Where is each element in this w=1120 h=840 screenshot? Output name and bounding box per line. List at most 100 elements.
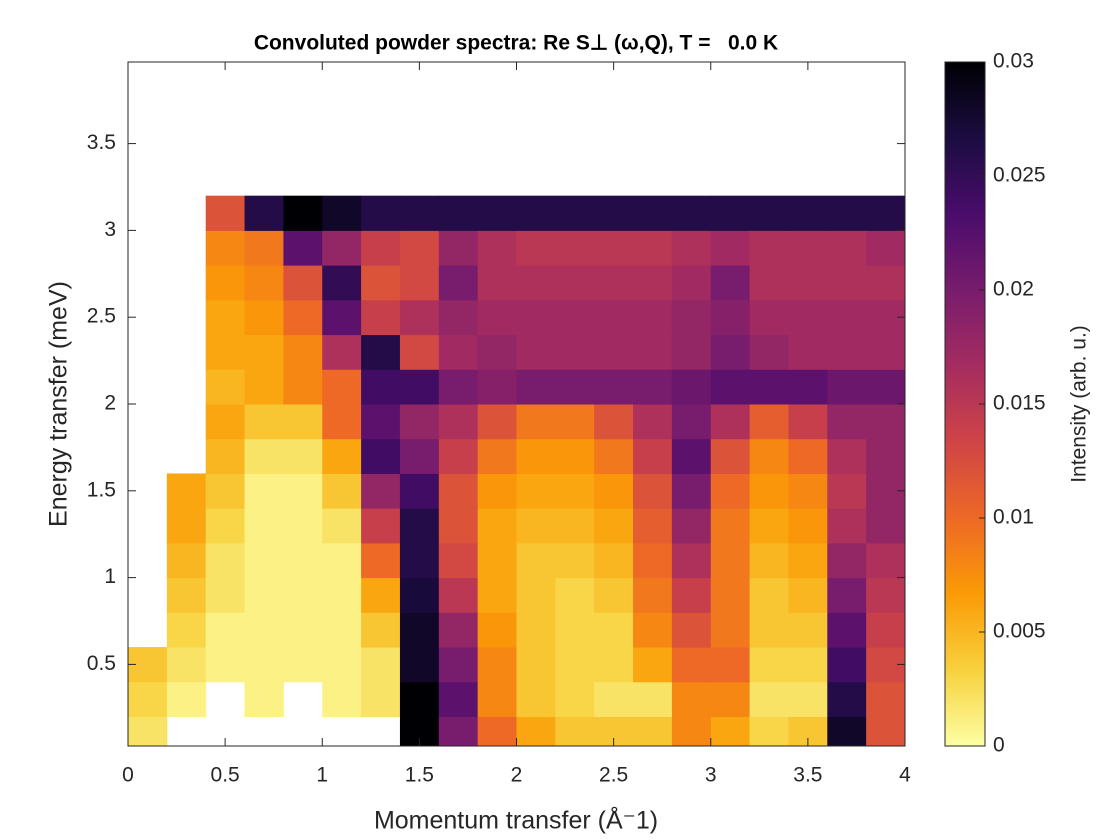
heatmap-cell xyxy=(594,230,634,266)
heatmap-cell xyxy=(399,299,440,336)
heatmap-cell xyxy=(866,195,905,231)
heatmap-cell xyxy=(244,299,284,336)
heatmap-cell xyxy=(399,473,440,509)
x-tick-label: 2 xyxy=(511,764,523,787)
heatmap-cell xyxy=(710,299,751,336)
heatmap-cell xyxy=(361,438,401,474)
heatmap-cell xyxy=(205,369,246,405)
heatmap-cell xyxy=(438,334,479,370)
heatmap-cell xyxy=(671,473,712,509)
heatmap-cell xyxy=(866,369,905,405)
heatmap-cell xyxy=(594,299,634,336)
heatmap-cell xyxy=(128,716,168,746)
heatmap-cell xyxy=(671,299,712,336)
heatmap-cell xyxy=(322,508,362,544)
heatmap-cell xyxy=(322,195,362,231)
heatmap-cell xyxy=(827,334,867,370)
heatmap-cell xyxy=(671,612,712,648)
heatmap-cell xyxy=(516,299,556,336)
heatmap-cell xyxy=(827,230,867,266)
heatmap-cell xyxy=(633,577,673,613)
heatmap-cell xyxy=(788,334,828,370)
y-tick-label: 1.5 xyxy=(87,478,116,501)
heatmap-cell xyxy=(244,369,284,405)
heatmap-cell xyxy=(438,577,479,613)
heatmap-cell xyxy=(749,369,789,405)
heatmap-cell xyxy=(361,647,401,683)
heatmap-cell xyxy=(671,577,712,613)
heatmap-cell xyxy=(555,473,595,509)
heatmap-cell xyxy=(477,265,517,301)
heatmap-cell xyxy=(322,369,362,405)
heatmap-cell xyxy=(866,438,905,474)
heatmap-cell xyxy=(749,404,789,440)
heatmap-cell xyxy=(788,542,828,579)
heatmap-cell xyxy=(710,681,751,717)
x-tick-label: 3.5 xyxy=(793,764,822,787)
heatmap-cell xyxy=(166,647,207,683)
heatmap-cell xyxy=(749,612,789,648)
x-tick-label: 1.5 xyxy=(405,764,434,787)
heatmap-cell xyxy=(710,473,751,509)
heatmap-cell xyxy=(283,369,323,405)
heatmap-cell xyxy=(749,195,789,231)
heatmap-cell xyxy=(827,265,867,301)
heatmap-cell xyxy=(166,612,207,648)
heatmap-cell xyxy=(477,612,517,648)
colorbar-tick-label: 0.02 xyxy=(993,278,1034,301)
heatmap-cell xyxy=(749,265,789,301)
heatmap-cell xyxy=(827,647,867,683)
heatmap-cell xyxy=(283,230,323,266)
heatmap-cell xyxy=(555,647,595,683)
heatmap-cell xyxy=(322,681,362,717)
heatmap-cell xyxy=(671,230,712,266)
heatmap-cell xyxy=(166,542,207,579)
heatmap-cell xyxy=(594,404,634,440)
heatmap-cell xyxy=(633,681,673,717)
heatmap-cell xyxy=(633,647,673,683)
heatmap-cell xyxy=(399,612,440,648)
heatmap-cell xyxy=(477,577,517,613)
heatmap-cell xyxy=(283,612,323,648)
heatmap-cell xyxy=(788,438,828,474)
heatmap-cell xyxy=(671,334,712,370)
heatmap-cell xyxy=(438,369,479,405)
heatmap-cell xyxy=(244,681,284,717)
x-tick-label: 2.5 xyxy=(599,764,628,787)
heatmap-cell xyxy=(477,681,517,717)
heatmap-cell xyxy=(827,542,867,579)
heatmap-cell xyxy=(866,230,905,266)
heatmap-cell xyxy=(166,681,207,717)
heatmap-cell xyxy=(555,404,595,440)
heatmap-cell xyxy=(594,473,634,509)
heatmap-cell xyxy=(710,577,751,613)
heatmap-cell xyxy=(516,542,556,579)
y-tick-label: 0.5 xyxy=(87,652,116,675)
y-axis-label: Energy transfer (meV) xyxy=(45,281,73,527)
heatmap-cell xyxy=(671,265,712,301)
colorbar-tick-label: 0.015 xyxy=(993,392,1046,415)
heatmap-cell xyxy=(710,716,751,746)
heatmap-cell xyxy=(322,473,362,509)
heatmap-cell xyxy=(671,404,712,440)
heatmap-cell xyxy=(633,195,673,231)
heatmap-cell xyxy=(710,438,751,474)
heatmap-cell xyxy=(399,195,440,231)
heatmap-cell xyxy=(399,542,440,579)
heatmap-cell xyxy=(516,647,556,683)
heatmap-cell xyxy=(205,230,246,266)
heatmap-cell xyxy=(283,438,323,474)
heatmap-cell xyxy=(788,404,828,440)
colorbar-tick-label: 0.01 xyxy=(993,506,1034,529)
heatmap-cell xyxy=(283,334,323,370)
heatmap-cell xyxy=(749,577,789,613)
heatmap-cell xyxy=(361,404,401,440)
heatmap-cell xyxy=(827,577,867,613)
heatmap-cell xyxy=(438,716,479,746)
heatmap-cell xyxy=(244,230,284,266)
heatmap-cell xyxy=(283,473,323,509)
heatmap-cell xyxy=(399,681,440,717)
heatmap-cell xyxy=(594,265,634,301)
heatmap-cell xyxy=(361,681,401,717)
heatmap-cell xyxy=(205,473,246,509)
